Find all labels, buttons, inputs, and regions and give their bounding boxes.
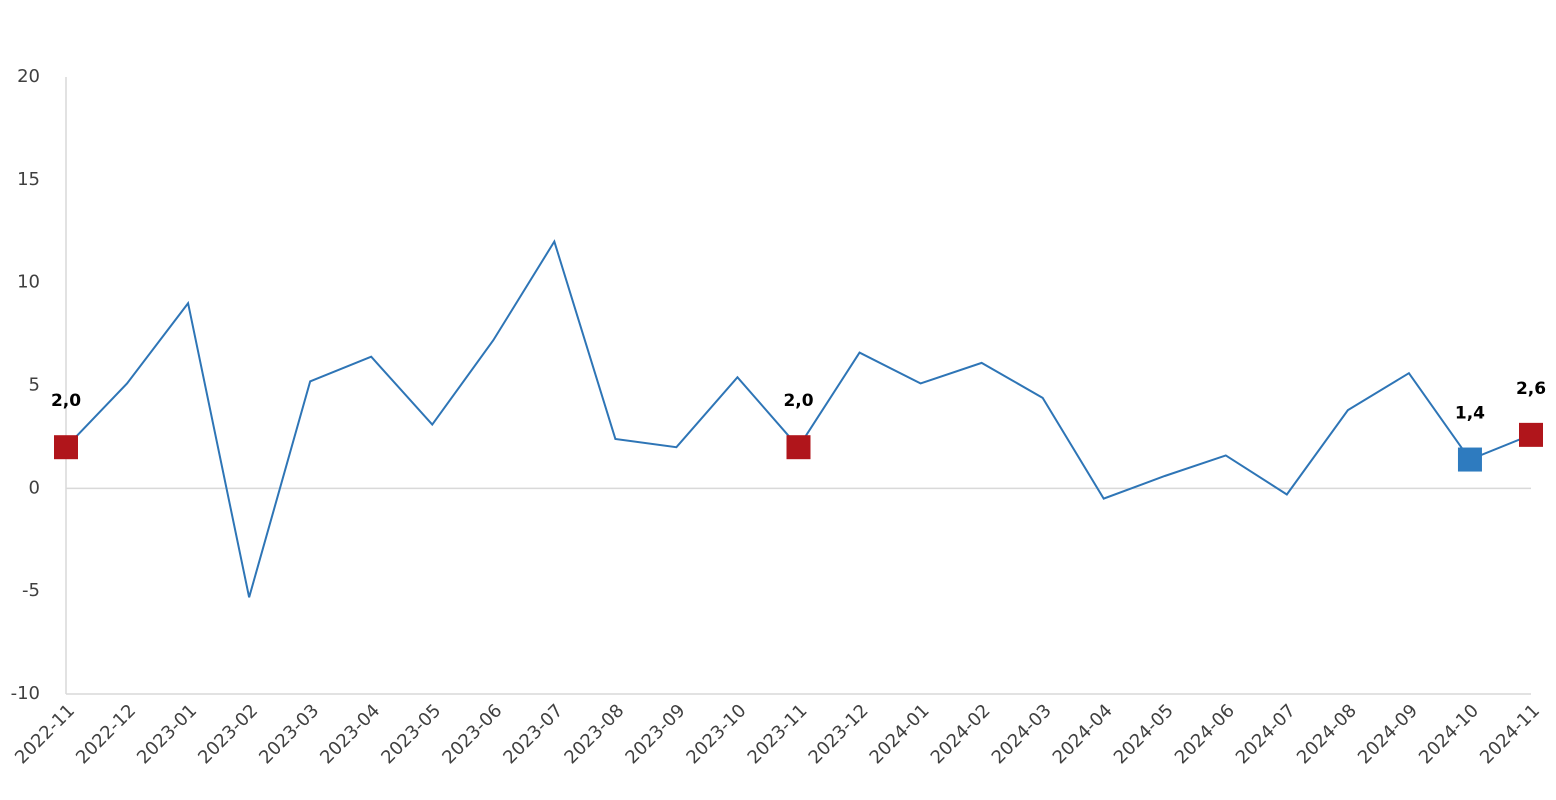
y-tick-label: -10 xyxy=(11,683,40,704)
x-tick-label: 2023-08 xyxy=(560,700,628,768)
x-tick-label: 2023-06 xyxy=(438,700,506,768)
x-tick-label: 2024-05 xyxy=(1110,700,1178,768)
y-tick-label: 5 xyxy=(29,375,40,396)
highlight-marker xyxy=(54,435,78,460)
data-line xyxy=(65,239,1532,598)
x-tick-label: 2022-11 xyxy=(11,700,79,768)
x-tick-label: 2024-06 xyxy=(1171,700,1239,768)
x-tick-label: 2024-07 xyxy=(1232,700,1300,768)
x-tick-label: 2022-12 xyxy=(72,700,140,768)
x-tick-label: 2023-12 xyxy=(805,700,873,768)
y-tick-label: 20 xyxy=(17,66,40,87)
x-tick-label: 2024-03 xyxy=(988,700,1056,768)
x-tick-label: 2024-04 xyxy=(1049,700,1117,768)
x-tick-label: 2023-11 xyxy=(744,700,812,768)
x-tick-label: 2023-10 xyxy=(682,700,750,768)
x-tick-label: 2024-02 xyxy=(927,700,995,768)
x-tick-label: 2023-07 xyxy=(499,700,567,768)
x-tick-label: 2024-11 xyxy=(1476,700,1544,768)
x-tick-label: 2024-01 xyxy=(866,700,934,768)
x-tick-label: 2023-03 xyxy=(255,700,323,768)
x-tick-label: 2023-01 xyxy=(133,700,201,768)
x-tick-label: 2024-08 xyxy=(1293,700,1361,768)
y-tick-label: 15 xyxy=(17,169,40,190)
x-tick-label: 2023-05 xyxy=(377,700,445,768)
x-tick-label: 2024-09 xyxy=(1354,700,1422,768)
x-tick-label: 2023-09 xyxy=(621,700,689,768)
data-label: 2,0 xyxy=(783,391,813,411)
data-label: 1,4 xyxy=(1455,404,1485,424)
x-tick-label: 2023-02 xyxy=(194,700,262,768)
data-label: 2,0 xyxy=(51,391,81,411)
data-label: 2,6 xyxy=(1516,379,1546,399)
highlight-marker xyxy=(1457,447,1482,472)
x-tick-label: 2023-04 xyxy=(316,700,384,768)
y-tick-label: 0 xyxy=(29,477,40,498)
highlight-marker xyxy=(786,435,811,460)
x-tick-label: 2024-10 xyxy=(1415,700,1483,768)
highlight-marker xyxy=(1519,422,1543,447)
y-tick-label: 10 xyxy=(17,272,40,293)
y-tick-label: -5 xyxy=(22,580,40,601)
